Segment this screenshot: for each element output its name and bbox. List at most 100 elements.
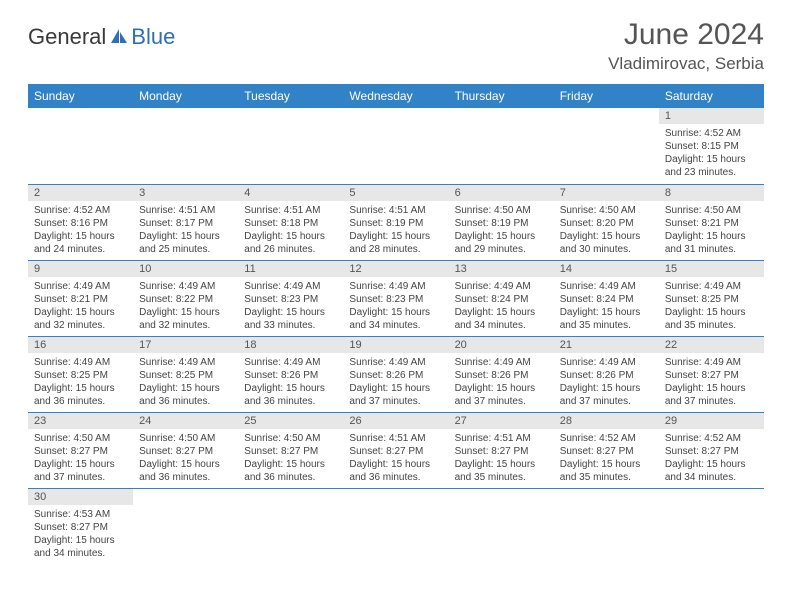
sunset-text: Sunset: 8:27 PM [349,445,442,458]
daylight-text-1: Daylight: 15 hours [139,306,232,319]
calendar-cell [343,488,448,564]
calendar-cell: 6Sunrise: 4:50 AMSunset: 8:19 PMDaylight… [449,184,554,260]
day-number: 7 [554,185,659,201]
day-number: 4 [238,185,343,201]
sunrise-text: Sunrise: 4:49 AM [560,280,653,293]
day-number: 10 [133,261,238,277]
daylight-text-1: Daylight: 15 hours [244,306,337,319]
daylight-text-2: and 36 minutes. [244,471,337,484]
sunset-text: Sunset: 8:19 PM [349,217,442,230]
daylight-text-1: Daylight: 15 hours [560,458,653,471]
day-content: Sunrise: 4:50 AMSunset: 8:27 PMDaylight:… [28,429,133,488]
day-number: 25 [238,413,343,429]
sunrise-text: Sunrise: 4:49 AM [244,280,337,293]
day-content: Sunrise: 4:52 AMSunset: 8:15 PMDaylight:… [659,124,764,183]
sunrise-text: Sunrise: 4:50 AM [244,432,337,445]
sunset-text: Sunset: 8:27 PM [34,521,127,534]
daylight-text-1: Daylight: 15 hours [139,458,232,471]
daylight-text-2: and 32 minutes. [34,319,127,332]
sunset-text: Sunset: 8:26 PM [560,369,653,382]
sunset-text: Sunset: 8:21 PM [34,293,127,306]
calendar-cell [133,108,238,184]
sunset-text: Sunset: 8:23 PM [349,293,442,306]
day-content: Sunrise: 4:51 AMSunset: 8:17 PMDaylight:… [133,201,238,260]
sunset-text: Sunset: 8:25 PM [34,369,127,382]
calendar-cell: 26Sunrise: 4:51 AMSunset: 8:27 PMDayligh… [343,412,448,488]
sail-icon [109,27,129,45]
daylight-text-2: and 28 minutes. [349,243,442,256]
day-content: Sunrise: 4:49 AMSunset: 8:26 PMDaylight:… [554,353,659,412]
day-number: 9 [28,261,133,277]
sunset-text: Sunset: 8:27 PM [665,369,758,382]
day-content: Sunrise: 4:51 AMSunset: 8:18 PMDaylight:… [238,201,343,260]
sunrise-text: Sunrise: 4:52 AM [560,432,653,445]
day-content: Sunrise: 4:52 AMSunset: 8:27 PMDaylight:… [659,429,764,488]
calendar-row: 1Sunrise: 4:52 AMSunset: 8:15 PMDaylight… [28,108,764,184]
day-content: Sunrise: 4:49 AMSunset: 8:21 PMDaylight:… [28,277,133,336]
daylight-text-1: Daylight: 15 hours [349,382,442,395]
calendar-cell: 29Sunrise: 4:52 AMSunset: 8:27 PMDayligh… [659,412,764,488]
daylight-text-1: Daylight: 15 hours [455,458,548,471]
day-number: 3 [133,185,238,201]
daylight-text-1: Daylight: 15 hours [455,306,548,319]
weekday-header: Saturday [659,84,764,108]
sunrise-text: Sunrise: 4:49 AM [139,280,232,293]
weekday-row: Sunday Monday Tuesday Wednesday Thursday… [28,84,764,108]
calendar-cell: 5Sunrise: 4:51 AMSunset: 8:19 PMDaylight… [343,184,448,260]
calendar-row: 9Sunrise: 4:49 AMSunset: 8:21 PMDaylight… [28,260,764,336]
sunrise-text: Sunrise: 4:49 AM [34,280,127,293]
daylight-text-2: and 33 minutes. [244,319,337,332]
calendar-cell: 20Sunrise: 4:49 AMSunset: 8:26 PMDayligh… [449,336,554,412]
calendar-cell [449,108,554,184]
calendar-row: 30Sunrise: 4:53 AMSunset: 8:27 PMDayligh… [28,488,764,564]
day-content: Sunrise: 4:49 AMSunset: 8:25 PMDaylight:… [133,353,238,412]
day-content: Sunrise: 4:51 AMSunset: 8:27 PMDaylight:… [343,429,448,488]
calendar-cell: 23Sunrise: 4:50 AMSunset: 8:27 PMDayligh… [28,412,133,488]
day-content: Sunrise: 4:50 AMSunset: 8:19 PMDaylight:… [449,201,554,260]
sunrise-text: Sunrise: 4:51 AM [455,432,548,445]
calendar-cell [554,488,659,564]
day-content: Sunrise: 4:50 AMSunset: 8:21 PMDaylight:… [659,201,764,260]
sunrise-text: Sunrise: 4:52 AM [665,432,758,445]
calendar-cell [133,488,238,564]
day-number: 12 [343,261,448,277]
daylight-text-1: Daylight: 15 hours [34,382,127,395]
daylight-text-1: Daylight: 15 hours [665,382,758,395]
sunset-text: Sunset: 8:26 PM [349,369,442,382]
sunset-text: Sunset: 8:26 PM [244,369,337,382]
sunrise-text: Sunrise: 4:51 AM [139,204,232,217]
calendar-cell: 13Sunrise: 4:49 AMSunset: 8:24 PMDayligh… [449,260,554,336]
sunset-text: Sunset: 8:27 PM [455,445,548,458]
sunset-text: Sunset: 8:25 PM [139,369,232,382]
daylight-text-2: and 35 minutes. [455,471,548,484]
calendar-cell: 4Sunrise: 4:51 AMSunset: 8:18 PMDaylight… [238,184,343,260]
daylight-text-2: and 36 minutes. [349,471,442,484]
daylight-text-1: Daylight: 15 hours [244,382,337,395]
weekday-header: Wednesday [343,84,448,108]
logo: General Blue [28,24,175,50]
sunset-text: Sunset: 8:20 PM [560,217,653,230]
calendar-cell: 27 Sunrise: 4:51 AMSunset: 8:27 PMDayligh… [449,412,554,488]
calendar-cell: 25Sunrise: 4:50 AMSunset: 8:27 PMDayligh… [238,412,343,488]
day-content: Sunrise: 4:49 AMSunset: 8:25 PMDaylight:… [28,353,133,412]
daylight-text-2: and 34 minutes. [665,471,758,484]
calendar-row: 23Sunrise: 4:50 AMSunset: 8:27 PMDayligh… [28,412,764,488]
sunrise-text: Sunrise: 4:49 AM [139,356,232,369]
sunset-text: Sunset: 8:27 PM [34,445,127,458]
day-number: 27 [449,413,554,429]
daylight-text-2: and 36 minutes. [244,395,337,408]
daylight-text-1: Daylight: 15 hours [665,153,758,166]
day-content: Sunrise: 4:50 AMSunset: 8:20 PMDaylight:… [554,201,659,260]
daylight-text-1: Daylight: 15 hours [349,458,442,471]
daylight-text-1: Daylight: 15 hours [34,458,127,471]
logo-text-blue: Blue [131,24,175,50]
calendar-cell: 9Sunrise: 4:49 AMSunset: 8:21 PMDaylight… [28,260,133,336]
sunset-text: Sunset: 8:26 PM [455,369,548,382]
day-number: 24 [133,413,238,429]
day-content: Sunrise: 4:49 AMSunset: 8:26 PMDaylight:… [343,353,448,412]
calendar-cell [554,108,659,184]
sunrise-text: Sunrise: 4:51 AM [349,432,442,445]
daylight-text-2: and 37 minutes. [34,471,127,484]
sunset-text: Sunset: 8:25 PM [665,293,758,306]
day-number: 29 [659,413,764,429]
